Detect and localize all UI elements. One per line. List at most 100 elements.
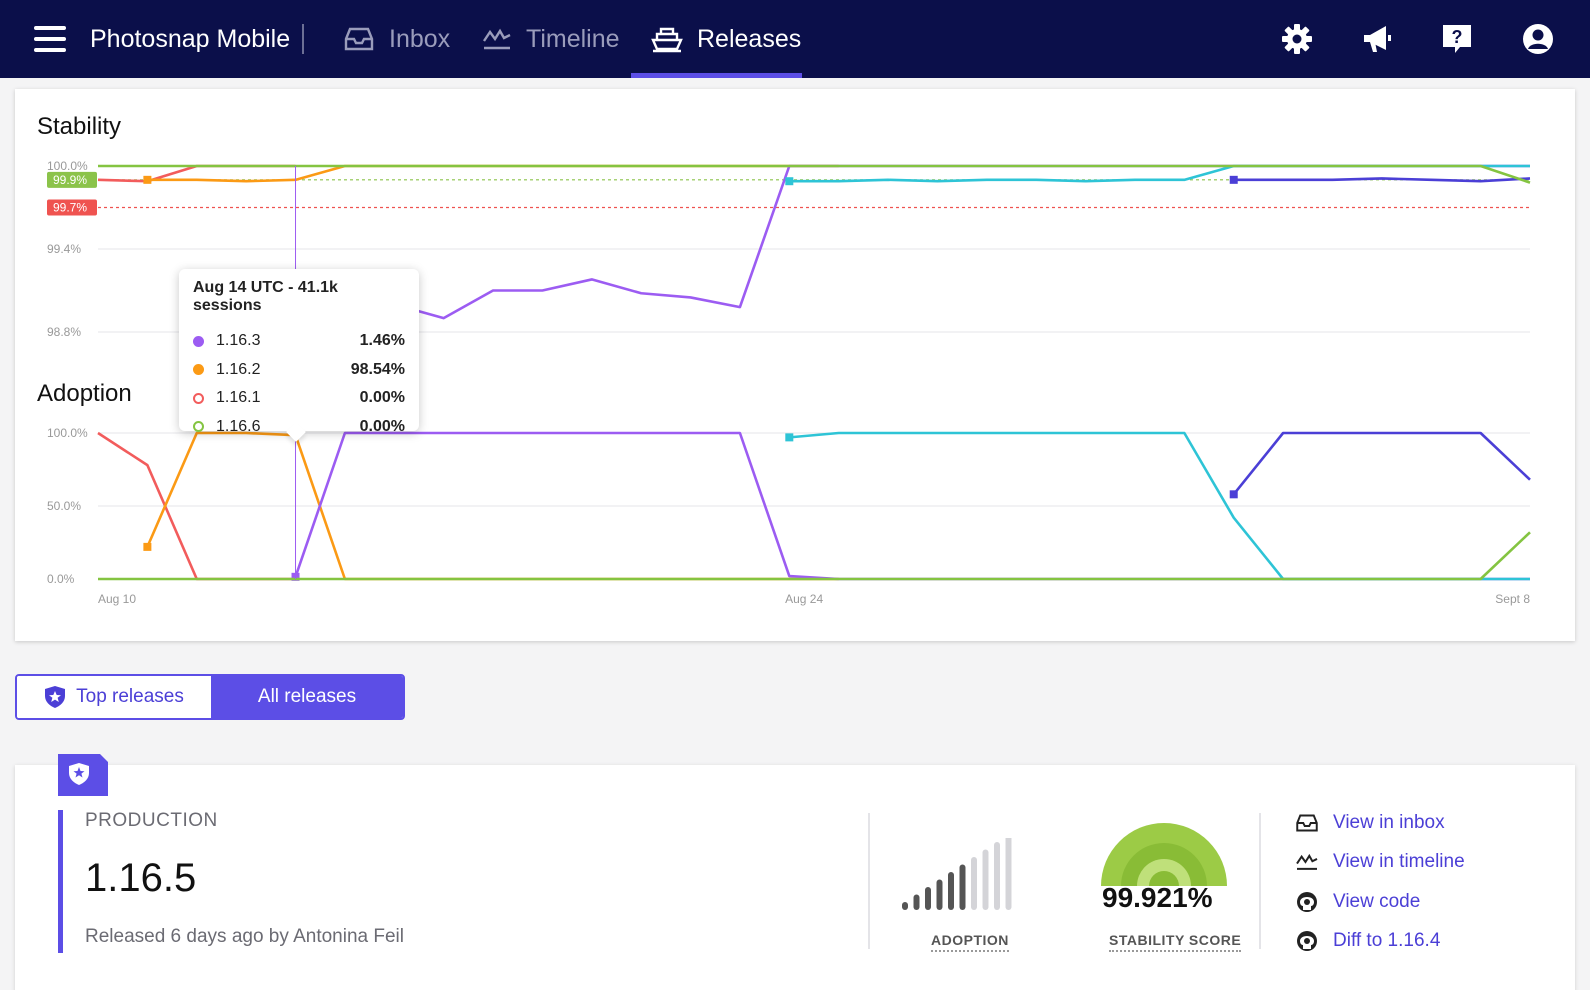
adoption-bar: [971, 857, 977, 910]
tooltip-row: 1.16.6 0.00%: [193, 413, 405, 442]
adoption-series-1.16.6: [98, 531, 1531, 581]
view-in-timeline-label: View in timeline: [1333, 851, 1465, 872]
tooltip-version: 1.16.3: [216, 332, 261, 350]
tooltip-row: 1.16.2 98.54%: [193, 356, 405, 385]
stability-series-1.16.6: [98, 164, 1531, 184]
adoption-y-tick: 0.0%: [47, 572, 75, 586]
gear-icon[interactable]: [1280, 22, 1314, 56]
adoption-bar: [994, 842, 1000, 910]
threshold-label: 99.9%: [53, 173, 87, 187]
stability-title: Stability: [37, 113, 121, 140]
svg-text:?: ?: [1452, 27, 1463, 47]
adoption-release-marker[interactable]: [143, 542, 152, 551]
stability-score-label[interactable]: STABILITY SCORE: [1109, 932, 1242, 952]
tooltip-series-dot: [193, 364, 204, 376]
view-in-inbox-label: View in inbox: [1333, 812, 1445, 833]
inbox-icon: [344, 27, 374, 51]
tooltip-series-dot: [193, 335, 204, 347]
stability-score-value: 99.921%: [1102, 882, 1213, 913]
adoption-x-tick: Sept 8: [1495, 592, 1530, 606]
stability-series-1.16.5: [1233, 177, 1531, 183]
tab-inbox-label: Inbox: [389, 24, 451, 53]
release-meta: Released 6 days ago by Antonina Feil: [85, 926, 404, 947]
release-version[interactable]: 1.16.5: [85, 856, 197, 900]
adoption-release-marker[interactable]: [785, 433, 794, 442]
view-code-link[interactable]: View code: [1295, 890, 1420, 914]
tab-inbox[interactable]: Inbox: [343, 0, 450, 78]
top-releases-button[interactable]: Top releases: [17, 676, 211, 718]
adoption-bar: [948, 872, 954, 910]
stability-release-marker[interactable]: [1229, 175, 1238, 184]
tooltip-row: 1.16.1 0.00%: [193, 384, 405, 413]
user-icon[interactable]: [1521, 22, 1555, 56]
tooltip-value: 0.00%: [359, 389, 405, 407]
diff-link[interactable]: Diff to 1.16.4: [1295, 929, 1440, 953]
stats-divider-right: [1259, 813, 1261, 949]
adoption-series-1.16.5: [1232, 431, 1531, 496]
tab-releases[interactable]: Releases: [651, 0, 801, 78]
adoption-bar: [925, 887, 931, 910]
adoption-x-tick: Aug 24: [785, 592, 823, 606]
tooltip-row: 1.16.3 1.46%: [193, 327, 405, 356]
adoption-x-tick: Aug 10: [98, 592, 136, 606]
github-icon: [1297, 892, 1317, 912]
stability-release-marker[interactable]: [143, 175, 152, 184]
adoption-y-tick: 50.0%: [47, 499, 81, 513]
charts-card: Stability 100.0% 99.4% 98.8% 99.9% 99.7% Ado…: [15, 89, 1575, 641]
tooltip-value: 1.46%: [359, 332, 405, 350]
release-card[interactable]: [15, 765, 1575, 990]
charts-svg: Stability 100.0% 99.4% 98.8% 99.9% 99.7% Ado…: [37, 113, 1531, 606]
inbox-icon: [1296, 814, 1318, 832]
adoption-label[interactable]: ADOPTION: [931, 932, 1009, 952]
all-releases-button[interactable]: All releases: [211, 676, 403, 718]
all-releases-label: All releases: [257, 686, 357, 707]
adoption-y-tick: 100.0%: [47, 426, 88, 440]
tooltip-value: 0.00%: [359, 417, 405, 435]
threshold-badge: [47, 171, 97, 188]
stability-chart: Stability 100.0% 99.4% 98.8% 99.9% 99.7%: [37, 113, 1531, 339]
view-code-label: View code: [1333, 891, 1421, 912]
stability-release-marker[interactable]: [785, 177, 794, 186]
tooltip-value: 98.54%: [350, 360, 405, 378]
stability-y-tick: 99.4%: [47, 242, 81, 256]
adoption-bar: [936, 879, 943, 910]
threshold-badge: [47, 199, 97, 216]
threshold-label: 99.7%: [53, 201, 87, 215]
releases-icon: [651, 27, 683, 53]
adoption-bar: [959, 864, 966, 910]
stability-gauge: [1101, 823, 1227, 886]
title-divider: [302, 24, 304, 54]
stability-series-1.16.3: [295, 164, 1530, 320]
adoption-bar: [1005, 838, 1012, 910]
release-filter-toggle: Top releases All releases: [15, 674, 405, 720]
environment-label: PRODUCTION: [85, 810, 218, 831]
adoption-title: Adoption: [37, 380, 132, 407]
view-in-inbox-link[interactable]: View in inbox: [1295, 812, 1445, 834]
adoption-bars: [902, 838, 1012, 910]
top-releases-label: Top releases: [76, 686, 184, 707]
tab-timeline-label: Timeline: [526, 24, 620, 53]
hamburger-menu-icon[interactable]: [34, 26, 66, 52]
tooltip-version: 1.16.6: [216, 417, 261, 435]
tooltip-series-dot: [193, 392, 204, 404]
chart-tooltip: Aug 14 UTC - 41.1k sessions 1.16.3 1.46% 1…: [179, 269, 419, 435]
megaphone-icon[interactable]: [1360, 22, 1394, 56]
adoption-bar: [902, 902, 908, 910]
view-in-timeline-link[interactable]: View in timeline: [1295, 851, 1465, 873]
active-tab-indicator: [631, 73, 802, 78]
release-accent-bar: [58, 810, 63, 953]
tooltip-series-dot: [193, 421, 204, 433]
stability-y-tick: 98.8%: [47, 325, 81, 339]
app-title[interactable]: Photosnap Mobile: [90, 25, 291, 53]
tab-releases-label: Releases: [697, 24, 802, 53]
stats-divider-left: [868, 813, 870, 949]
help-icon[interactable]: ?: [1440, 22, 1474, 56]
adoption-release-marker[interactable]: [1229, 490, 1238, 499]
top-navigation-bar: Photosnap Mobile Inbox Timeline Releases…: [0, 0, 1590, 78]
tooltip-version: 1.16.1: [216, 389, 261, 407]
timeline-icon: [1296, 853, 1318, 870]
adoption-bar: [913, 894, 920, 910]
stability-series-1.16.2: [147, 164, 839, 183]
tab-timeline[interactable]: Timeline: [482, 0, 620, 78]
adoption-bar: [982, 849, 989, 910]
